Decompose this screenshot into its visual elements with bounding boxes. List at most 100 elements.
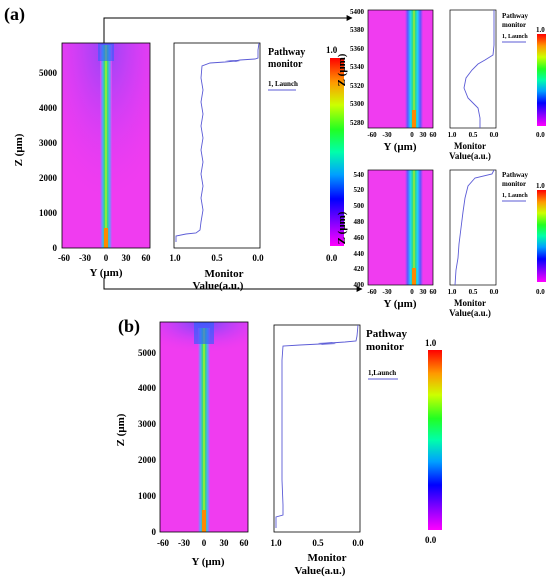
monitor-tick-label: 0.0 bbox=[490, 288, 499, 296]
panel-b-field-plot bbox=[159, 321, 249, 533]
panel-a-legend-entry: 1, Launch bbox=[268, 80, 298, 88]
z-tick-label: 5000 bbox=[39, 68, 58, 78]
z-tick-label: 4000 bbox=[39, 103, 58, 113]
y-tick-label: -60 bbox=[58, 253, 70, 263]
panel-a-legend-title-2: monitor bbox=[268, 59, 303, 70]
inset-bottom-legend-title-1: Pathway bbox=[502, 171, 529, 179]
inset-bottom-colorbar-max: 1.0 bbox=[536, 182, 545, 190]
panel-b-label: (b) bbox=[118, 316, 140, 337]
inset-top-colorbar-min: 0.0 bbox=[536, 131, 545, 139]
y-tick-label: 30 bbox=[420, 288, 428, 296]
z-tick-label: 400 bbox=[354, 281, 365, 289]
z-tick-label: 4000 bbox=[138, 383, 157, 393]
panel-a-z-ticks: 0 1000 2000 3000 4000 5000 bbox=[39, 68, 58, 253]
z-tick-label: 520 bbox=[354, 186, 365, 194]
panel-a-y-ticks: -60 -30 0 30 60 bbox=[58, 253, 151, 263]
y-tick-label: 60 bbox=[430, 288, 438, 296]
inset-bottom-core bbox=[405, 170, 423, 285]
panel-a-y-axis-label: Y (μm) bbox=[89, 267, 122, 279]
z-tick-label: 1000 bbox=[138, 491, 157, 501]
z-tick-label: 5340 bbox=[350, 63, 365, 71]
monitor-tick-label: 0.0 bbox=[490, 131, 499, 139]
inset-top-legend-title-2: monitor bbox=[502, 21, 526, 29]
monitor-tick-label: 0.5 bbox=[312, 538, 324, 548]
arrow-to-bottom-inset bbox=[103, 278, 363, 292]
y-tick-label: -30 bbox=[178, 538, 190, 548]
inset-bottom-monitor-plot bbox=[449, 169, 497, 286]
inset-bottom-colorbar-min: 0.0 bbox=[536, 288, 545, 296]
z-tick-label: 1000 bbox=[39, 208, 58, 218]
panel-b-colorbar-min: 0.0 bbox=[425, 535, 437, 545]
z-tick-label: 5000 bbox=[138, 348, 157, 358]
y-tick-label: 60 bbox=[430, 131, 438, 139]
panel-b-monitor-label-1: Monitor bbox=[307, 552, 346, 564]
y-tick-label: 30 bbox=[122, 253, 132, 263]
z-tick-label: 420 bbox=[354, 265, 365, 273]
panel-a-label: (a) bbox=[4, 4, 25, 25]
y-tick-label: -30 bbox=[79, 253, 91, 263]
inset-bottom-colorbar bbox=[537, 190, 546, 282]
z-tick-label: 5280 bbox=[350, 119, 365, 127]
panel-a-legend-title-1: Pathway bbox=[268, 47, 305, 58]
panel-b-z-axis-label: Z (μm) bbox=[115, 413, 127, 446]
inset-top-monitor-label-2: Value(a.u.) bbox=[449, 151, 491, 161]
panel-a-colorbar-max: 1.0 bbox=[326, 45, 338, 55]
monitor-tick-label: 0.5 bbox=[469, 131, 478, 139]
panel-b-y-axis-label: Y (μm) bbox=[191, 556, 224, 568]
z-tick-label: 480 bbox=[354, 218, 365, 226]
panel-b-waveguide-core bbox=[198, 328, 210, 532]
z-tick-label: 3000 bbox=[39, 138, 58, 148]
inset-top-z-ticks: 5400 5380 5360 5340 5320 5300 5280 bbox=[350, 8, 365, 127]
z-tick-label: 5360 bbox=[350, 45, 365, 53]
monitor-tick-label: 0.5 bbox=[211, 253, 223, 263]
panel-a-z-axis-label: Z (μm) bbox=[13, 133, 25, 166]
inset-bottom-z-ticks: 400 420 440 460 480 500 520 540 bbox=[354, 171, 365, 289]
y-tick-label: 60 bbox=[240, 538, 250, 548]
inset-bottom-z-axis-label: Z (μm) bbox=[336, 211, 348, 244]
inset-bottom-legend-title-2: monitor bbox=[502, 180, 526, 188]
inset-top-colorbar bbox=[537, 34, 546, 126]
inset-top-monitor-plot bbox=[449, 9, 497, 129]
inset-top-field-plot bbox=[367, 9, 434, 129]
panel-a-colorbar-min: 0.0 bbox=[326, 253, 338, 263]
y-tick-label: -30 bbox=[382, 131, 392, 139]
panel-a-monitor-plot bbox=[173, 42, 261, 249]
inset-bottom-y-axis-label: Y (μm) bbox=[383, 298, 416, 310]
panel-b-monitor-plot bbox=[273, 324, 361, 533]
panel-b-legend-entry: 1,Launch bbox=[368, 369, 396, 377]
panel-a-monitor-curve bbox=[175, 42, 260, 242]
monitor-tick-label: 1.0 bbox=[448, 131, 457, 139]
z-tick-label: 460 bbox=[354, 234, 365, 242]
panel-b-legend-title-1: Pathway bbox=[366, 328, 407, 340]
inset-bottom-monitor-label-1: Monitor bbox=[454, 298, 486, 308]
panel-b-monitor-curve bbox=[275, 324, 359, 528]
panel-b-y-ticks: -60 -30 0 30 60 bbox=[157, 538, 249, 548]
z-tick-label: 5380 bbox=[350, 26, 365, 34]
monitor-tick-label: 0.0 bbox=[252, 253, 264, 263]
z-tick-label: 500 bbox=[354, 202, 365, 210]
inset-bottom-monitor-label-2: Value(a.u.) bbox=[449, 308, 491, 318]
z-tick-label: 0 bbox=[152, 527, 157, 537]
z-tick-label: 2000 bbox=[39, 173, 58, 183]
y-tick-label: -30 bbox=[382, 288, 392, 296]
inset-top-y-axis-label: Y (μm) bbox=[383, 141, 416, 153]
z-tick-label: 0 bbox=[53, 243, 58, 253]
inset-top-y-ticks: -60 -30 0 30 60 bbox=[367, 131, 437, 139]
inset-top-legend-title-1: Pathway bbox=[502, 12, 529, 20]
inset-top-monitor-curve bbox=[463, 10, 495, 128]
monitor-tick-label: 1.0 bbox=[270, 538, 282, 548]
y-tick-label: 60 bbox=[142, 253, 152, 263]
monitor-tick-label: 0.5 bbox=[469, 288, 478, 296]
inset-top-core bbox=[405, 10, 423, 128]
z-tick-label: 5400 bbox=[350, 8, 365, 16]
y-tick-label: 0 bbox=[202, 538, 207, 548]
y-tick-label: 0 bbox=[410, 288, 414, 296]
y-tick-label: 30 bbox=[420, 131, 428, 139]
inset-top-monitor-label-1: Monitor bbox=[454, 141, 486, 151]
monitor-tick-label: 1.0 bbox=[169, 253, 181, 263]
y-tick-label: -60 bbox=[157, 538, 169, 548]
panel-a-waveguide-core bbox=[100, 45, 112, 248]
panel-b-colorbar bbox=[428, 350, 442, 530]
inset-bottom-legend-entry: 1, Launch bbox=[502, 193, 528, 199]
panel-a-colorbar bbox=[330, 58, 344, 246]
